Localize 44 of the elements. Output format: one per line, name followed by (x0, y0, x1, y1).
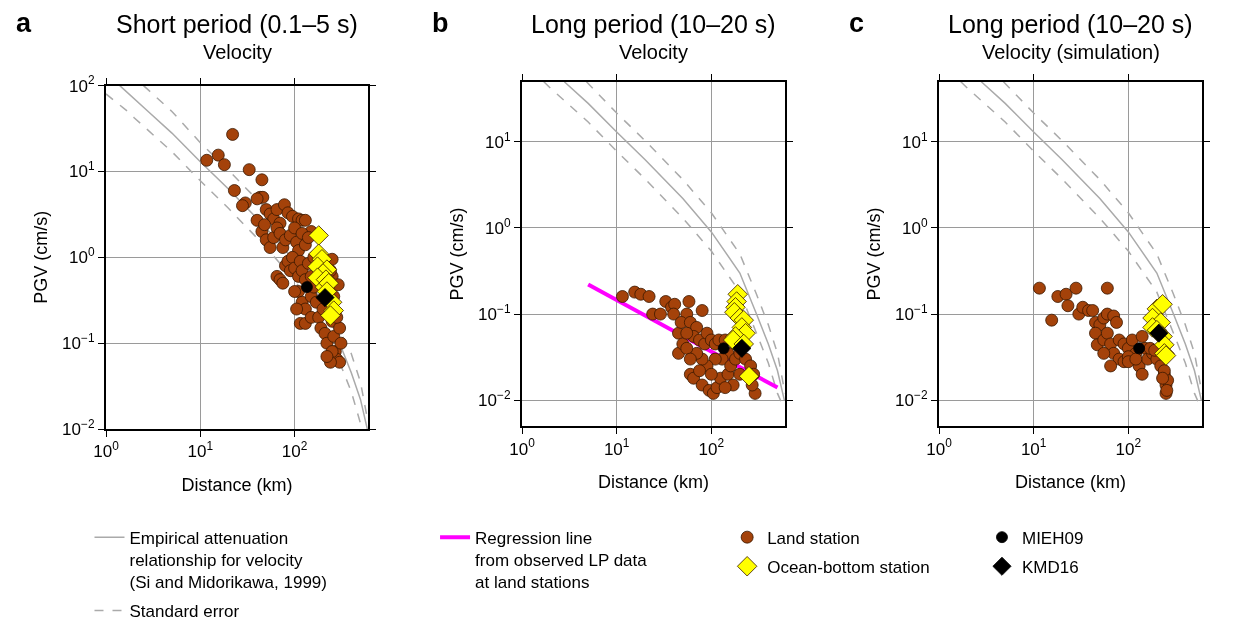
chart-title: Long period (10–20 s) (531, 10, 776, 38)
y-tick-label: 10$^{−1}$ (895, 301, 928, 325)
y-tick-label: 10$^{0}$ (485, 215, 511, 238)
chart-title: Short period (0.1–5 s) (116, 10, 358, 38)
legend-label: Land station (767, 528, 860, 548)
x-axis-title: Distance (km) (1014, 472, 1127, 493)
y-tick-label: 10$^{−1}$ (62, 331, 95, 354)
chart-subtitle: Velocity (619, 41, 688, 63)
y-axis-title: PGV (cm/s) (446, 207, 467, 301)
y-tick-label: 10$^{0}$ (902, 215, 928, 238)
x-axis-title: Distance (km) (181, 475, 293, 496)
text: b (432, 8, 449, 38)
x-tick-label: 10$^{1}$ (187, 439, 214, 462)
x-tick-label: 10$^{1}$ (603, 436, 630, 459)
chart-title: Long period (10–20 s) (948, 10, 1193, 38)
y-tick-label: 10$^{0}$ (69, 245, 95, 268)
legend-label: Ocean-bottom station (767, 557, 930, 577)
x-tick-label: 10$^{0}$ (509, 436, 536, 459)
text: c (849, 8, 865, 38)
legend-label: Standard error (129, 602, 240, 622)
x-tick-label: 10$^{2}$ (1115, 436, 1142, 459)
y-tick-label: 10$^{−2}$ (62, 416, 95, 440)
legend-label: KMD16 (1021, 557, 1079, 577)
x-axis-title: Distance (km) (597, 472, 710, 493)
y-axis-title: PGV (cm/s) (30, 210, 51, 304)
y-axis-title: PGV (cm/s) (863, 207, 884, 301)
x-tick-label: 10$^{0}$ (93, 439, 120, 462)
y-tick-label: 10$^{2}$ (69, 73, 95, 96)
legend-label: Empirical attenuation relationship for velocity (Si and Midorikawa, 1999) (129, 528, 327, 592)
x-tick-label: 10$^{2}$ (698, 436, 725, 459)
y-tick-label: 10$^{−2}$ (478, 388, 511, 411)
chart-subtitle: Velocity (simulation) (982, 41, 1160, 63)
chart-subtitle: Velocity (203, 41, 272, 63)
x-tick-label: 10$^{0}$ (926, 436, 953, 459)
legend-label: Regression line from observed LP data at land stations (475, 528, 648, 592)
text: a (16, 8, 32, 38)
x-tick-label: 10$^{2}$ (281, 439, 308, 462)
legend-label: MIEH09 (1021, 528, 1084, 548)
x-tick-label: 10$^{1}$ (1020, 436, 1047, 459)
y-tick-label: 10$^{1}$ (902, 129, 928, 152)
y-tick-label: 10$^{−2}$ (895, 388, 928, 411)
y-tick-label: 10$^{1}$ (69, 159, 95, 182)
y-tick-label: 10$^{1}$ (485, 129, 511, 152)
y-tick-label: 10$^{−1}$ (478, 301, 511, 325)
